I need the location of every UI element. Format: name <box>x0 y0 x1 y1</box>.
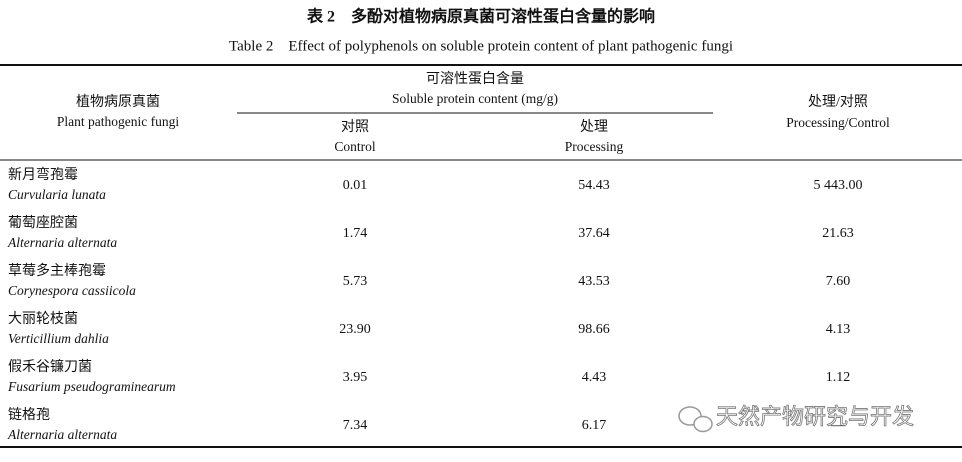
fungus-en: Alternaria alternata <box>7 235 117 250</box>
fungus-zh: 葡萄座腔菌 <box>8 215 78 231</box>
col-header: Processing/Control <box>786 115 890 130</box>
cell-processing: 54.43 <box>578 178 610 193</box>
table-subtitle: Table 2 Effect of polyphenols on soluble… <box>229 38 733 54</box>
col-header: Soluble protein content (mg/g) <box>392 91 558 106</box>
fungus-zh: 大丽轮枝菌 <box>8 311 78 327</box>
cell-ratio: 1.12 <box>826 370 851 385</box>
fungus-en: Verticillium dahlia <box>8 331 109 346</box>
fungus-en: Curvularia lunata <box>8 187 106 202</box>
cell-ratio: 21.63 <box>822 226 854 241</box>
cell-processing: 37.64 <box>578 226 610 241</box>
fungus-en: Alternaria alternata <box>7 427 117 442</box>
col-header: Processing <box>565 139 624 154</box>
col-header: Control <box>334 139 376 154</box>
cell-ratio: — <box>830 418 846 433</box>
col-header: 对照 <box>341 119 369 135</box>
cell-processing: 98.66 <box>578 322 610 337</box>
fungus-zh: 假禾谷镰刀菌 <box>8 358 92 375</box>
fungus-en: Fusarium pseudograminearum <box>7 379 176 394</box>
col-header: 处理 <box>580 119 608 135</box>
cell-control: 0.01 <box>343 178 368 193</box>
table-title: 表 2 多酚对植物病原真菌可溶性蛋白含量的影响 <box>306 7 655 26</box>
cell-control: 5.73 <box>343 274 368 289</box>
cell-control: 7.34 <box>343 418 368 433</box>
watermark: 天然产物研究与开发 <box>716 405 914 430</box>
cell-processing: 4.43 <box>582 370 607 385</box>
col-header: Plant pathogenic fungi <box>57 114 179 129</box>
cell-processing: 6.17 <box>582 418 607 433</box>
col-header: 可溶性蛋白含量 <box>426 71 524 87</box>
cell-control: 3.95 <box>343 370 368 385</box>
cell-ratio: 4.13 <box>826 322 851 337</box>
col-header: 植物病原真菌 <box>76 94 160 110</box>
fungus-zh: 链格孢 <box>8 407 50 423</box>
cell-ratio: 5 443.00 <box>814 178 863 193</box>
cell-processing: 43.53 <box>578 274 610 289</box>
cell-control: 23.90 <box>339 322 371 337</box>
col-header: 处理/对照 <box>808 94 868 110</box>
fungus-en: Corynespora cassiicola <box>8 283 136 298</box>
cell-control: 1.74 <box>343 226 368 241</box>
cell-ratio: 7.60 <box>826 274 851 289</box>
fungus-zh: 新月弯孢霉 <box>8 166 78 183</box>
watermark-icon <box>678 406 713 433</box>
fungus-zh: 草莓多主棒孢霉 <box>8 262 106 279</box>
